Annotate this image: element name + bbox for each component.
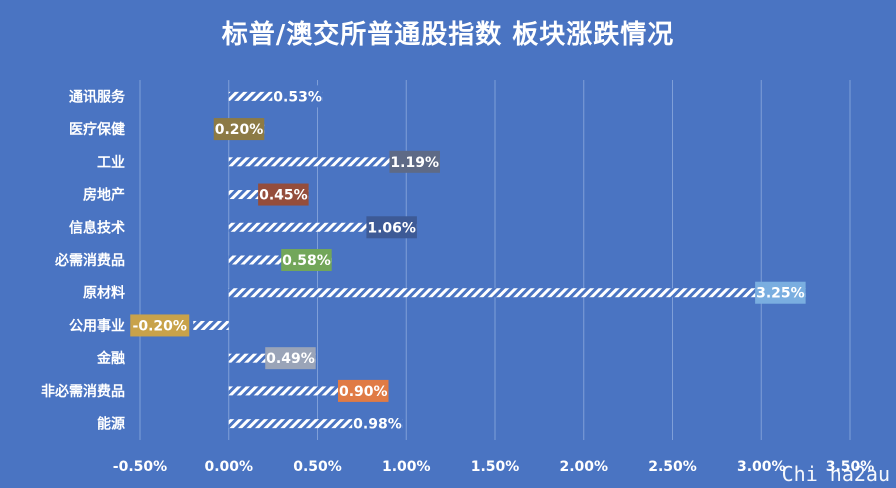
x-tick-label: 3.00% xyxy=(737,459,786,475)
data-label: 0.45% xyxy=(259,188,308,204)
bar xyxy=(228,222,417,232)
category-label: 通讯服务 xyxy=(69,88,126,105)
category-label: 能源 xyxy=(97,416,125,433)
category-label: 公用事业 xyxy=(69,317,125,334)
data-label: 1.06% xyxy=(367,220,416,236)
x-tick-label: 2.00% xyxy=(559,459,608,475)
x-tick-label: 2.50% xyxy=(648,459,697,475)
category-label: 工业 xyxy=(97,155,125,171)
data-label-box xyxy=(265,347,316,370)
bar xyxy=(228,419,403,429)
data-label: 1.19% xyxy=(390,155,439,171)
data-label-box xyxy=(366,216,417,239)
data-label: 0.98% xyxy=(353,417,402,433)
watermark: Chi na2au xyxy=(781,462,890,486)
x-tick-label: -0.50% xyxy=(113,459,167,475)
category-label: 医疗保健 xyxy=(69,121,125,138)
data-label-box xyxy=(272,85,323,108)
x-tick-label: 3.50% xyxy=(826,459,875,475)
x-tick-label: 1.00% xyxy=(382,459,431,475)
bar xyxy=(228,255,332,265)
data-label-box xyxy=(130,314,190,337)
data-label-box xyxy=(389,150,440,173)
data-label-box xyxy=(352,412,403,435)
category-label: 非必需消费品 xyxy=(41,383,125,400)
data-label-box xyxy=(281,249,332,271)
data-label: 0.49% xyxy=(266,351,315,367)
data-label: -0.20% xyxy=(133,318,187,334)
data-label: 0.58% xyxy=(282,253,331,269)
category-label: 房地产 xyxy=(83,187,125,204)
bar xyxy=(228,288,806,298)
data-label-box xyxy=(258,183,309,206)
data-labels: 0.53% 0.20% 1.19% 0.45% 1.06% 0.58% 3.25% -0.20… xyxy=(130,85,806,435)
data-label-box xyxy=(213,118,265,141)
x-tick-label: 1.50% xyxy=(471,459,520,475)
data-label-box xyxy=(755,281,806,304)
chart-title: 标普/澳交所普通股指数 板块涨跌情况 xyxy=(221,20,675,50)
bar xyxy=(193,320,229,330)
category-label: 信息技术 xyxy=(69,219,125,236)
category-label: 必需消费品 xyxy=(54,252,125,269)
x-axis-ticks: -0.50% 0.00% 0.50% 1.00% 1.50% 2.00% 2.50% 3.00… xyxy=(113,459,874,475)
x-tick-label: 0.50% xyxy=(293,459,342,475)
data-label: 3.25% xyxy=(756,286,805,302)
bar xyxy=(228,157,440,167)
data-label: 0.20% xyxy=(215,122,264,138)
category-label: 金融 xyxy=(96,350,125,367)
bar xyxy=(228,386,389,396)
data-label: 0.53% xyxy=(273,89,322,105)
data-label-box xyxy=(338,379,389,402)
x-tick-label: 0.00% xyxy=(204,459,253,475)
category-label: 原材料 xyxy=(83,285,125,302)
data-label: 0.90% xyxy=(339,384,388,400)
